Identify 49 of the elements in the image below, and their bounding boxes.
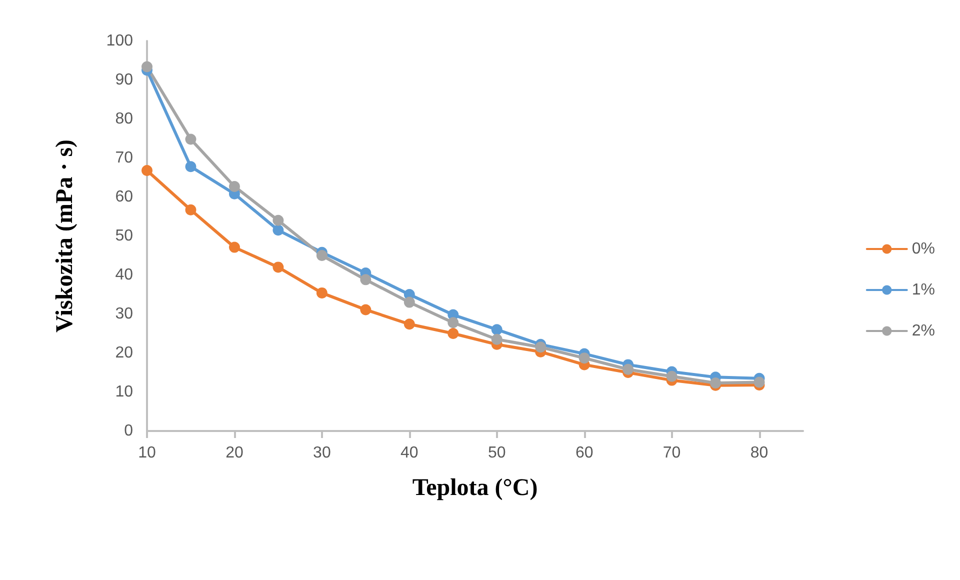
y-tick-label: 10: [115, 384, 134, 400]
point: [142, 61, 152, 72]
point: [491, 334, 502, 345]
x-tick-label: 70: [662, 444, 681, 462]
point: [404, 318, 415, 330]
point: [142, 164, 152, 176]
y-tick-label: 0: [124, 422, 134, 440]
point: [578, 352, 590, 364]
point: [448, 317, 459, 328]
y-tick-label: 40: [115, 266, 134, 284]
y-tick-label: 20: [115, 344, 134, 362]
legend-label: 2%: [912, 322, 935, 340]
y-tick-label: 100: [106, 32, 134, 50]
point: [228, 180, 240, 192]
point: [491, 324, 502, 336]
x-tick-label: 60: [575, 444, 594, 462]
point: [185, 204, 196, 216]
x-tick-label: 30: [313, 444, 331, 462]
point: [272, 224, 284, 236]
point: [754, 376, 765, 388]
point: [404, 296, 415, 308]
y-tick-label: 80: [115, 110, 134, 128]
x-tick-label: 40: [400, 444, 418, 462]
y-tick-label: 30: [115, 306, 134, 322]
legend-label: 0%: [912, 240, 935, 258]
x-axis-title: Teplota (°C): [412, 475, 538, 501]
x-tick-label: 10: [138, 444, 156, 462]
y-axis-title: Viskozita (mPa · s): [52, 139, 78, 333]
y-tick-label: 50: [115, 228, 134, 244]
point: [316, 250, 328, 261]
point: [185, 161, 196, 172]
y-tick-label: 60: [115, 188, 134, 206]
x-tick-label: 80: [750, 444, 768, 462]
x-tick-label: 50: [488, 444, 506, 462]
point: [622, 364, 634, 375]
point: [316, 287, 328, 298]
point: [535, 342, 546, 353]
point: [360, 304, 372, 316]
point: [272, 262, 284, 273]
x-tick-label: 20: [226, 444, 244, 462]
point: [666, 370, 678, 382]
point: [448, 328, 459, 339]
legend-label: 1%: [912, 282, 935, 298]
y-tick-label: 70: [115, 150, 134, 166]
point: [360, 274, 372, 286]
point: [185, 134, 196, 145]
point: [228, 242, 240, 253]
y-tick-label: 90: [115, 72, 134, 88]
point: [272, 214, 284, 226]
